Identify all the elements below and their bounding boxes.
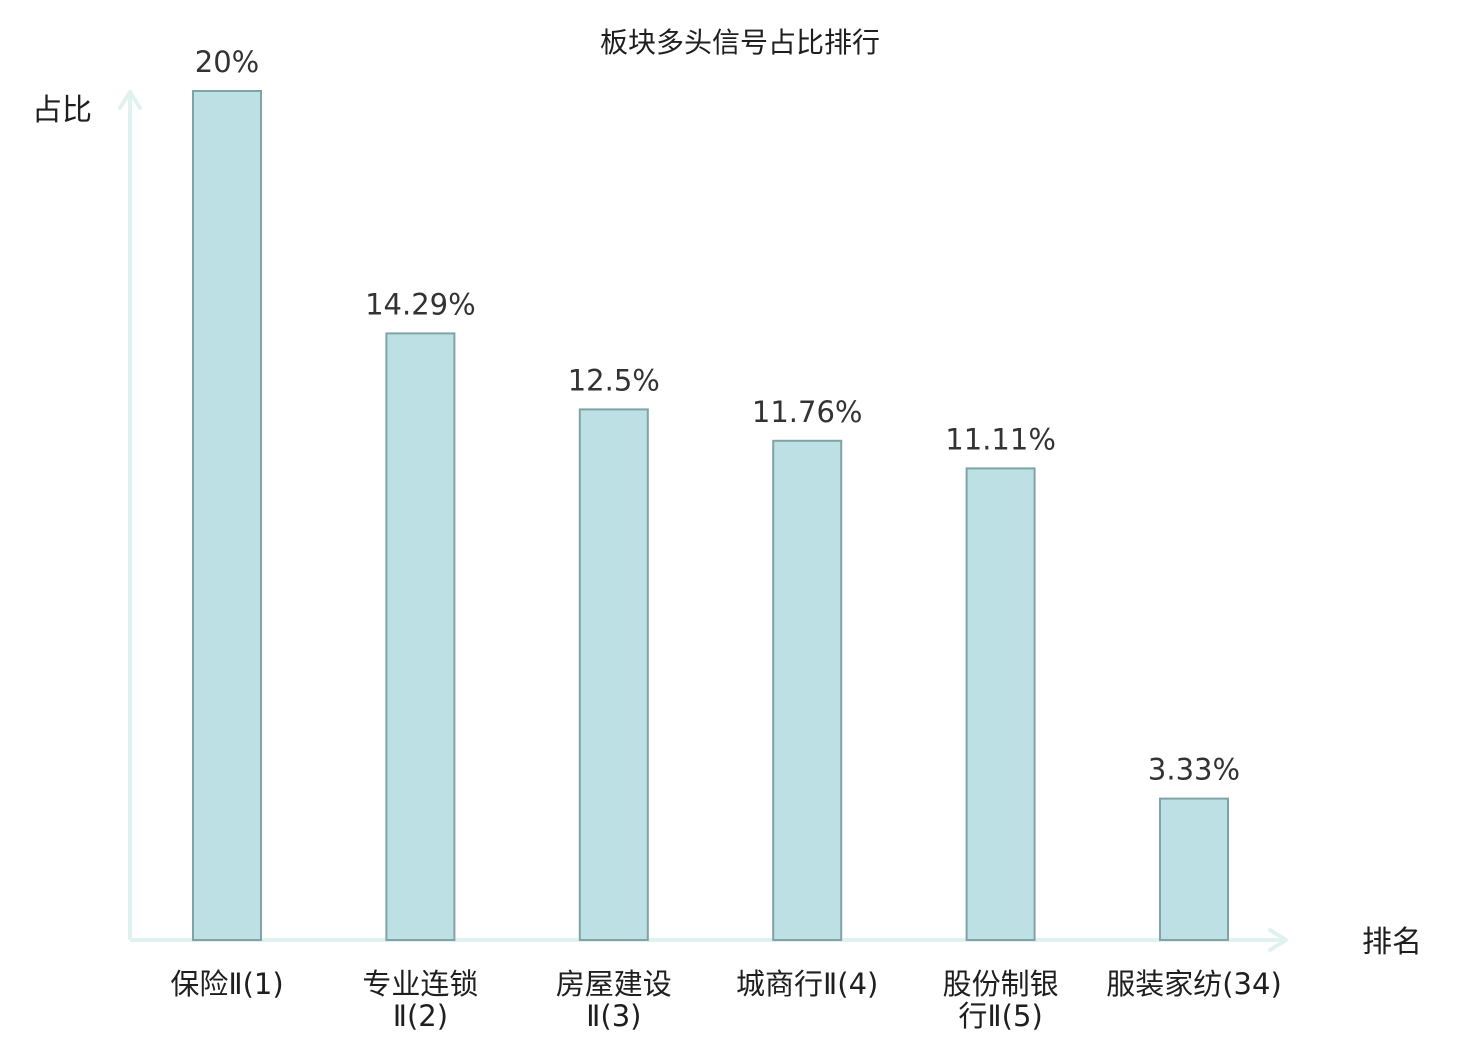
category-label-5-line-2: 行Ⅱ(5) xyxy=(958,999,1042,1033)
y-axis-label: 占比 xyxy=(32,93,92,128)
y-axis-arrowhead xyxy=(118,90,142,110)
bars xyxy=(192,90,1229,941)
category-label-2-line-2: Ⅱ(2) xyxy=(393,999,448,1033)
bar-6 xyxy=(1159,797,1229,941)
value-label-4: 11.76% xyxy=(752,395,863,429)
category-label-6: 服装家纺(34) xyxy=(1106,967,1282,1001)
value-label-6: 3.33% xyxy=(1148,753,1240,787)
category-label-4: 城商行Ⅱ(4) xyxy=(736,967,878,1001)
category-label-5-line-1: 股份制银 xyxy=(943,967,1059,1001)
x-axis-arrowhead xyxy=(1268,928,1288,952)
value-label-1: 20% xyxy=(195,45,259,79)
value-label-5: 11.11% xyxy=(945,422,1056,456)
chart-title: 板块多头信号占比排行 xyxy=(600,26,880,59)
bar-1 xyxy=(192,90,262,941)
category-label-2-line-1: 专业连锁 xyxy=(362,967,478,1001)
value-label-3: 12.5% xyxy=(568,363,660,397)
category-label-3-line-1: 房屋建设 xyxy=(556,967,672,1001)
value-labels: 20% 14.29% 12.5% 11.76% 11.11% 3.33% xyxy=(195,45,1240,787)
axes xyxy=(118,90,1288,952)
bar-2 xyxy=(385,332,456,941)
bar-3 xyxy=(578,408,649,941)
value-label-2: 14.29% xyxy=(365,287,476,321)
category-label-1: 保险Ⅱ(1) xyxy=(170,967,283,1001)
category-label-3-line-2: Ⅱ(3) xyxy=(586,999,641,1033)
bar-4 xyxy=(772,439,843,941)
bar-5 xyxy=(965,467,1036,941)
x-axis-label: 排名 xyxy=(1362,925,1422,960)
